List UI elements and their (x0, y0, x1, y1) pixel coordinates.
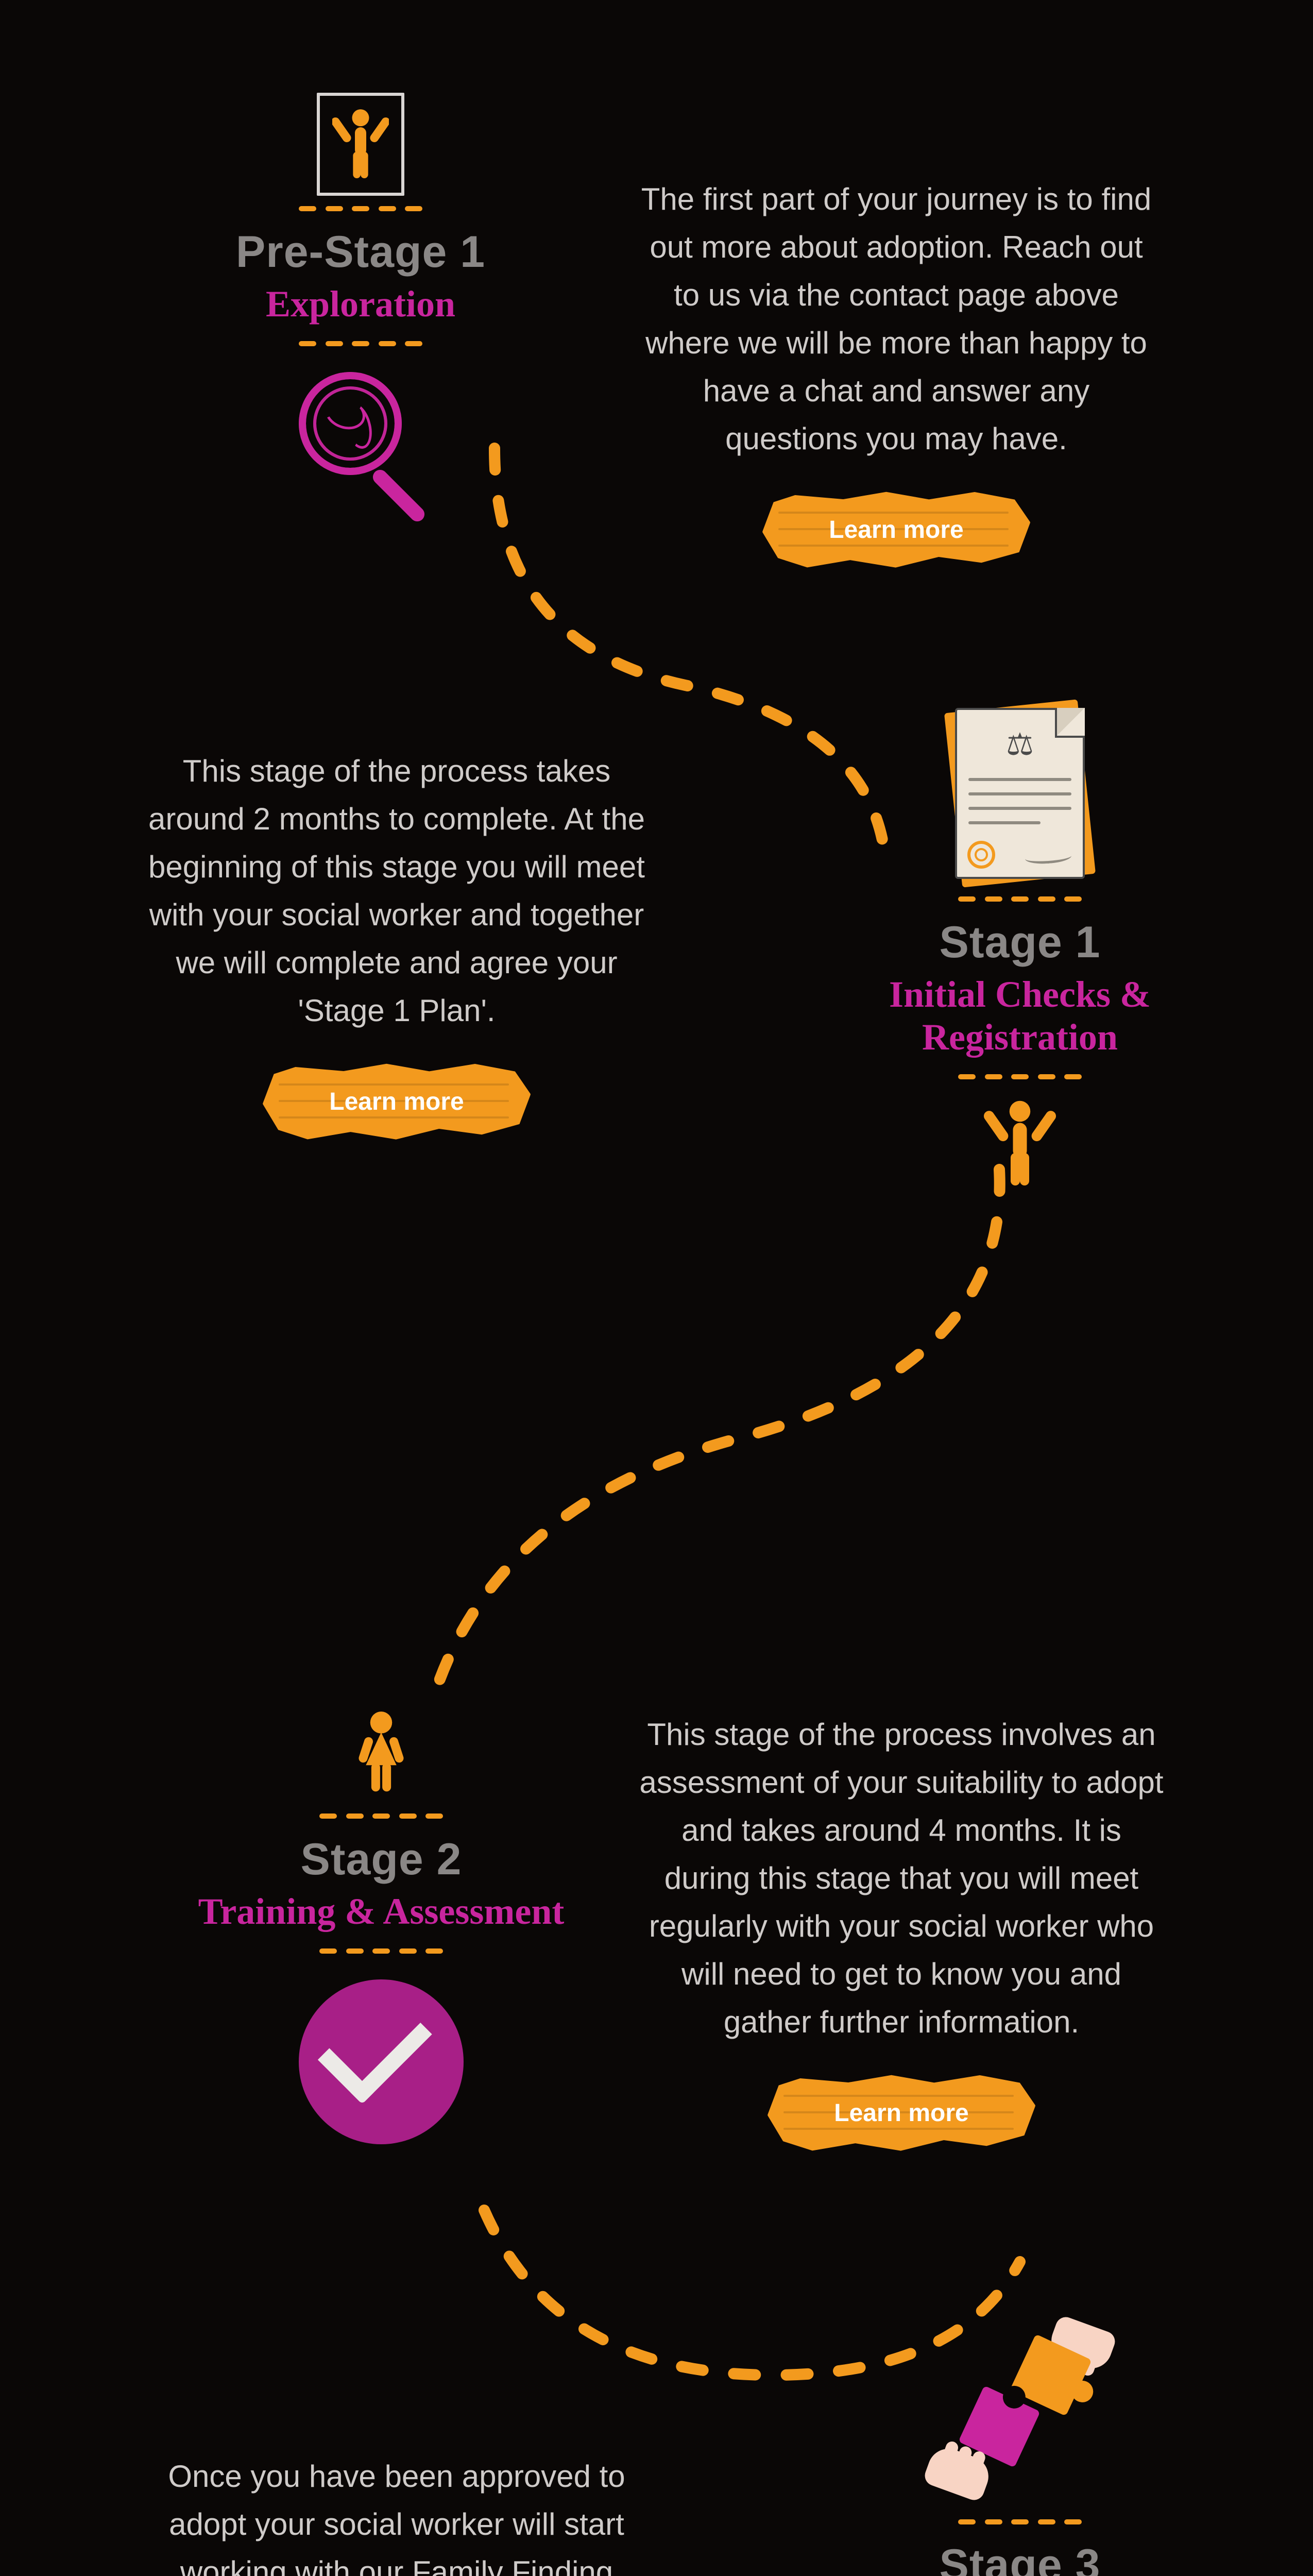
stage-title: Pre-Stage 1 (175, 227, 546, 278)
desc-block-s1: This stage of the process takes around 2… (134, 747, 659, 1143)
divider-dashes (299, 206, 422, 211)
stage-title: Stage 2 (196, 1834, 567, 1885)
learn-more-label: Learn more (834, 2099, 968, 2127)
connector-path-2 (371, 1149, 1041, 1716)
learn-more-label: Learn more (829, 516, 963, 544)
stage-block-s3: Stage 3 Matching with the right child (824, 2334, 1216, 2576)
child-figure-icon (343, 1705, 420, 1803)
learn-more-label: Learn more (329, 1088, 464, 1116)
stage-title: Stage 1 (834, 917, 1205, 968)
desc-block-s3: Once you have been approved to adopt you… (134, 2452, 659, 2576)
learn-more-button[interactable]: Learn more (263, 1060, 531, 1143)
puzzle-hands-icon (932, 2334, 1107, 2509)
magnifying-glass-icon (288, 367, 433, 532)
divider-dashes (958, 896, 1082, 902)
stage-subtitle: Initial Checks & Registration (834, 973, 1205, 1059)
legal-document-icon: ⚖ (953, 706, 1087, 881)
divider-dashes (319, 1948, 443, 1954)
divider-dashes (958, 2519, 1082, 2524)
adoption-journey-infographic: Pre-Stage 1 Exploration The first part o… (0, 0, 1313, 2576)
stage-block-s1: ⚖ Stage 1 Initial Checks & Registration (834, 706, 1205, 1203)
learn-more-button[interactable]: Learn more (768, 2072, 1035, 2154)
stage-description: This stage of the process involves an as… (639, 1710, 1164, 2046)
stage-description: This stage of the process takes around 2… (134, 747, 659, 1035)
stage-description: Once you have been approved to adopt you… (134, 2452, 659, 2576)
stage-subtitle: Exploration (175, 283, 546, 326)
stage-block-s2: Stage 2 Training & Assessment (196, 1705, 567, 2144)
divider-dashes (319, 1814, 443, 1819)
divider-dashes (299, 341, 422, 346)
desc-block-s2: This stage of the process involves an as… (639, 1710, 1164, 2154)
stage-subtitle: Training & Assessment (196, 1890, 567, 1933)
person-arms-up-boxed-icon (317, 93, 404, 196)
stage-title: Stage 3 (824, 2540, 1216, 2576)
divider-dashes (958, 1074, 1082, 1079)
stage-description: The first part of your journey is to fin… (634, 175, 1159, 463)
checkmark-circle-icon (299, 1979, 464, 2144)
